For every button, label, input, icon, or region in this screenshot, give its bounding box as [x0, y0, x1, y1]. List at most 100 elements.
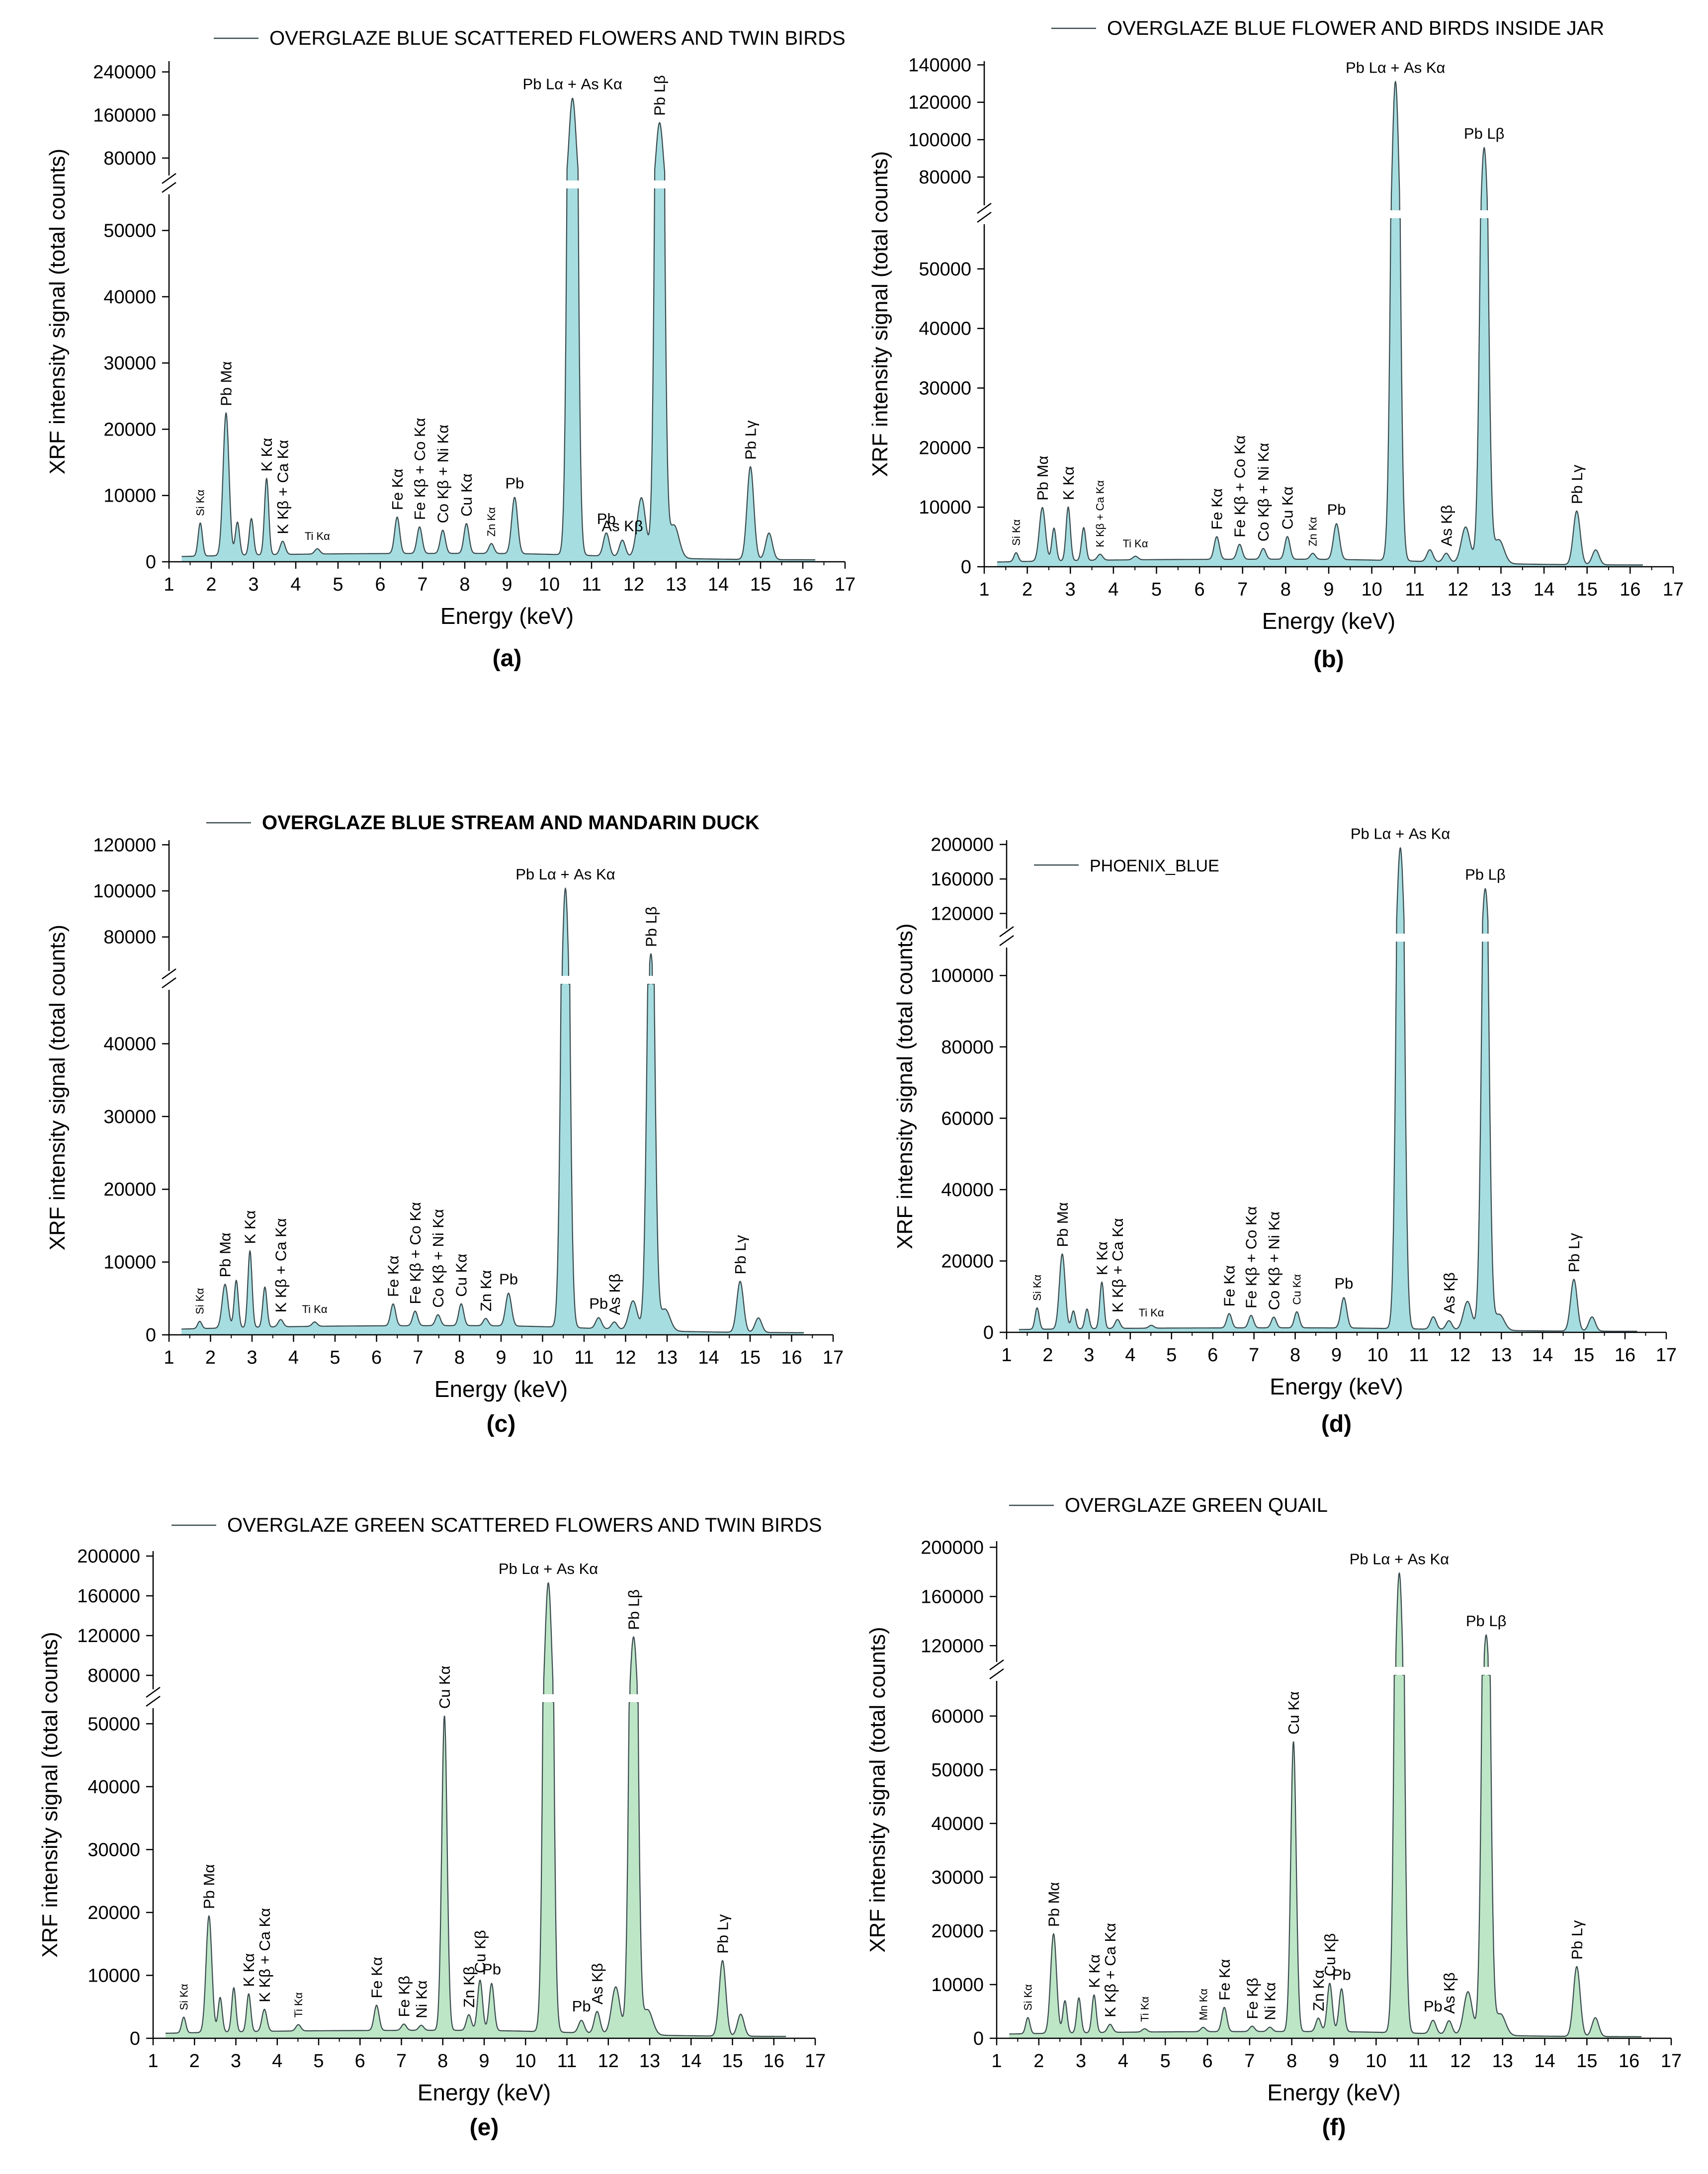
y-tick-label: 120000 [908, 92, 971, 113]
y-tick-label: 30000 [931, 1867, 984, 1888]
x-tick-label: 3 [1076, 2051, 1086, 2072]
y-tick-label: 30000 [103, 353, 156, 374]
axis-break-mark [999, 926, 1014, 938]
x-tick-label: 13 [639, 2051, 660, 2072]
peak-label: Ti Kα [1139, 1306, 1164, 1319]
x-tick-label: 1 [991, 2051, 1002, 2072]
peak-label: K Kβ + Ca Kα [1102, 1923, 1119, 2017]
y-tick-label: 40000 [941, 1180, 994, 1201]
y-axis-title: XRF intensity signal (total counts) [38, 1632, 62, 1957]
peak-label: Ni Kα [1261, 1982, 1279, 2020]
x-tick-label: 9 [1323, 579, 1334, 600]
peak-label: Ti Kα [1123, 537, 1148, 550]
peak-label: K Kα [242, 1210, 259, 1244]
y-tick-label: 120000 [77, 1626, 140, 1647]
y-tick-label: 200000 [931, 835, 994, 856]
x-tick-label: 17 [823, 1347, 844, 1368]
y-tick-label: 10000 [931, 1975, 984, 1996]
panel-label: (a) [493, 645, 522, 672]
axis-break-gap [640, 976, 662, 984]
x-tick-label: 5 [330, 1347, 340, 1368]
x-tick-label: 8 [454, 1347, 465, 1368]
chart-panel-d: 1 2 3 4 5 6 7 8 9 10 11 12 13 14 15 16 17020000400006000… [893, 825, 1677, 1437]
x-tick-label: 13 [1491, 1345, 1512, 1366]
x-tick-label: 11 [1408, 2051, 1428, 2072]
x-tick-label: 4 [272, 2051, 282, 2072]
x-tick-label: 3 [1065, 579, 1076, 600]
y-tick-label: 140000 [908, 55, 971, 76]
peak-label: Si Kα [1022, 1984, 1034, 2010]
x-tick-label: 4 [290, 574, 301, 595]
x-tick-label: 4 [288, 1347, 299, 1368]
x-tick-label: 3 [248, 574, 258, 595]
y-tick-label: 80000 [941, 1037, 994, 1058]
y-tick-label: 240000 [93, 62, 156, 83]
peak-label: K Kβ + Ca Kα [256, 1908, 273, 2002]
x-tick-label: 7 [413, 1347, 423, 1368]
y-tick-label: 0 [146, 552, 156, 573]
peak-label: Pb Lα + As Kα [1350, 1550, 1449, 1567]
axis-break-gap [1384, 210, 1407, 218]
spectrum-line [181, 97, 816, 561]
peak-label: Fe Kα [1221, 1265, 1238, 1306]
x-tick-label: 16 [792, 574, 813, 595]
peak-label: As Kβ [1438, 505, 1455, 546]
y-tick-label: 0 [973, 2028, 984, 2049]
x-tick-label: 4 [1118, 2051, 1128, 2072]
y-tick-label: 80000 [919, 167, 971, 188]
x-tick-label: 1 [164, 574, 174, 595]
y-axis-title: XRF intensity signal (total counts) [45, 925, 70, 1250]
peak-label: Pb Mα [1045, 1882, 1062, 1927]
x-tick-label: 17 [1656, 1345, 1677, 1366]
spectrum-area [181, 98, 816, 562]
y-tick-label: 80000 [87, 1665, 140, 1686]
x-tick-label: 14 [1532, 1345, 1553, 1366]
panel-label: (c) [487, 1411, 516, 1437]
y-tick-label: 160000 [93, 105, 156, 126]
legend-title: OVERGLAZE BLUE STREAM AND MANDARIN DUCK [262, 812, 760, 834]
peak-label: Cu Kα [458, 473, 475, 517]
legend-title: PHOENIX_BLUE [1090, 857, 1219, 875]
y-axis-title: XRF intensity signal (total counts) [865, 1627, 890, 1952]
x-tick-label: 13 [1490, 579, 1511, 600]
peak-label: Pb Lγ [1568, 464, 1586, 504]
peak-label: As Kβ [601, 517, 643, 534]
x-tick-label: 8 [437, 2051, 448, 2072]
x-tick-label: 15 [1576, 2051, 1597, 2072]
x-tick-label: 16 [781, 1347, 802, 1368]
x-tick-label: 12 [623, 574, 644, 595]
legend-title: OVERGLAZE GREEN SCATTERED FLOWERS AND TW… [227, 1514, 822, 1536]
y-tick-label: 80000 [103, 148, 156, 169]
spectrum-line [1009, 1572, 1642, 2037]
x-tick-label: 15 [1577, 579, 1598, 600]
peak-label: Pb Lα + As Kα [523, 76, 622, 93]
x-tick-label: 2 [1022, 579, 1032, 600]
axis-break-mark [989, 1668, 1004, 1680]
peak-label: Pb [1424, 1998, 1443, 2015]
peak-label: Pb Lα + As Kα [1346, 59, 1445, 76]
y-tick-label: 40000 [103, 1034, 156, 1054]
x-tick-label: 15 [740, 1347, 761, 1368]
x-tick-label: 12 [1450, 2051, 1471, 2072]
x-tick-label: 1 [1001, 1345, 1012, 1366]
x-tick-label: 5 [313, 2051, 324, 2072]
x-tick-label: 1 [979, 579, 989, 600]
panel-label: (f) [1322, 2114, 1346, 2141]
axis-break-mark [162, 181, 176, 193]
y-tick-label: 100000 [908, 130, 971, 151]
chart-panel-b: 1 2 3 4 5 6 7 8 9 10 11 12 13 14 15 16 17010000200003000… [868, 17, 1684, 673]
peak-label: K Kβ + Ca Kα [1109, 1218, 1126, 1312]
peak-label: Fe Kα [1216, 1959, 1233, 2000]
x-tick-label: 12 [598, 2051, 619, 2072]
axis-break-mark [146, 1695, 161, 1707]
y-tick-label: 120000 [931, 903, 994, 924]
chart-panel-c: 1 2 3 4 5 6 7 8 9 10 11 12 13 14 15 16 17010000200003000… [45, 812, 844, 1437]
peak-label: Fe Kβ + Co Kα [1243, 1206, 1260, 1308]
y-tick-label: 30000 [87, 1839, 140, 1860]
x-tick-label: 16 [1620, 579, 1640, 600]
peak-label: Ti Kα [1138, 1997, 1151, 2022]
peak-label: Fe Kα [385, 1255, 402, 1297]
peak-label: Pb Lγ [1568, 1920, 1586, 1960]
peak-label: Pb Lγ [1565, 1233, 1583, 1273]
peak-label: Pb Lβ [1466, 1612, 1507, 1630]
